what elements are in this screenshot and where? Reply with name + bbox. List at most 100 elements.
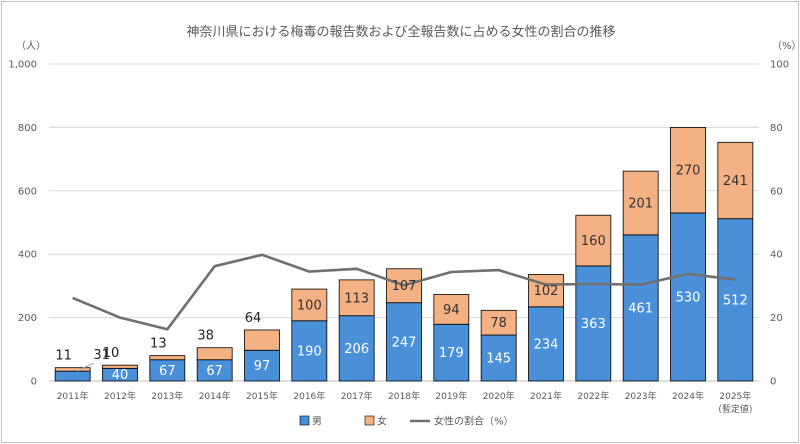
legend-label-ratio: 女性の割合（%） [434,415,514,428]
x-tick-label: 2021年 [530,390,562,402]
x-tick-label: 2023年 [625,390,657,402]
bar-female [102,364,138,369]
label-male: 31 [93,348,110,363]
right-tick-label: 0 [770,377,776,388]
label-male: 179 [439,346,464,361]
bar-male [480,334,517,382]
label-female: 160 [581,234,606,249]
bar-female [338,279,375,317]
left-tick-label: 200 [18,313,37,324]
left-axis-unit: （人） [16,40,46,52]
x-tick-label: 2015年 [246,390,278,402]
bar-male [54,370,91,382]
x-tick-label: 2022年 [577,390,609,402]
right-tick-label: 60 [770,186,783,197]
bar-female [291,288,328,322]
x-tick-label: 2016年 [293,390,325,402]
label-female: 270 [676,164,701,179]
x-tick-label: 2019年 [435,390,467,402]
x-tick-label: 2017年 [341,390,373,402]
legend-label-female: 女 [377,415,387,428]
right-axis-ticks: 0 20 40 60 80 100 [770,60,789,388]
bar-female [386,268,422,304]
label-male: 461 [628,301,653,316]
bar-female [54,367,91,372]
legend: 男 女 女性の割合（%） [299,415,514,428]
x-axis-ticks: 2011年 2012年 2013年 2014年 2015年 2016年 2017年 2018年… [57,390,753,415]
x-tick-label: 2011年 [57,390,89,402]
ratio-line [72,253,736,331]
right-tick-label: 40 [770,250,783,261]
label-female: 100 [297,298,322,313]
chart-title: 神奈川県における梅毒の報告数および全報告数に占める女性の割合の推移 [186,24,615,40]
x-tick-note: (暫定値) [718,403,752,415]
legend-label-male: 男 [312,416,322,428]
bar-female [480,309,517,336]
legend-swatch-male [299,415,310,426]
bar-male [433,323,470,382]
data-labels: 31 11 40 10 67 13 67 38 97 64 190 100 206 113 247 107 17… [55,164,747,383]
bar-female [433,294,470,325]
bar-male [717,218,754,382]
label-female: 102 [534,284,559,299]
x-tick-label: 2018年 [388,390,420,402]
left-tick-label: 600 [18,186,37,197]
left-tick-label: 800 [18,123,37,134]
label-female: 94 [443,303,460,318]
right-tick-label: 100 [770,60,789,71]
left-tick-label: 1,000 [8,60,37,71]
right-tick-label: 80 [770,123,783,134]
label-female: 38 [197,329,214,344]
x-tick-label: 2020年 [483,390,515,402]
label-male: 40 [112,368,129,383]
label-female: 10 [103,346,120,361]
left-tick-label: 400 [18,250,37,261]
x-tick-label: 2014年 [199,390,231,402]
label-male: 145 [486,352,511,367]
leader-line [77,362,94,372]
bar-male [386,302,422,382]
label-male: 234 [534,337,559,352]
bar-male [338,315,375,382]
bar-male [528,306,564,382]
label-male: 512 [723,293,748,308]
label-female: 64 [245,311,262,326]
right-tick-label: 20 [770,313,783,324]
bar-female [244,329,280,351]
label-male: 97 [254,359,271,374]
bar-male [670,212,706,382]
label-female: 13 [150,337,167,352]
label-female: 107 [392,279,417,294]
label-male: 247 [392,335,417,350]
legend-swatch-female [364,415,375,426]
bar-male [291,320,328,382]
label-female: 201 [628,197,653,212]
label-male: 530 [676,290,701,305]
bar-male [622,234,659,382]
label-male: 67 [206,364,223,379]
label-female: 78 [490,316,507,331]
label-male: 190 [297,344,322,359]
label-female: 241 [723,174,748,189]
label-male: 67 [159,364,176,379]
bar-female [196,347,233,361]
x-tick-label: 2013年 [151,390,183,402]
bar-female [717,141,754,220]
bar-female [149,355,186,361]
x-tick-label: 2012年 [104,390,136,402]
x-tick-label: 2024年 [672,390,704,402]
bar-female [622,170,659,236]
bar-female [575,214,612,267]
bar-male [244,349,280,382]
label-male: 206 [344,342,369,357]
right-axis-unit: （%） [772,40,800,52]
left-axis-ticks: 0 200 400 600 800 1,000 [8,60,37,388]
bar-female [670,127,706,214]
x-tick-label: 2025年 [719,390,751,402]
left-tick-label: 0 [31,377,37,388]
ratio-line-series [72,253,736,331]
label-female: 113 [344,291,369,306]
label-female: 11 [55,349,72,364]
